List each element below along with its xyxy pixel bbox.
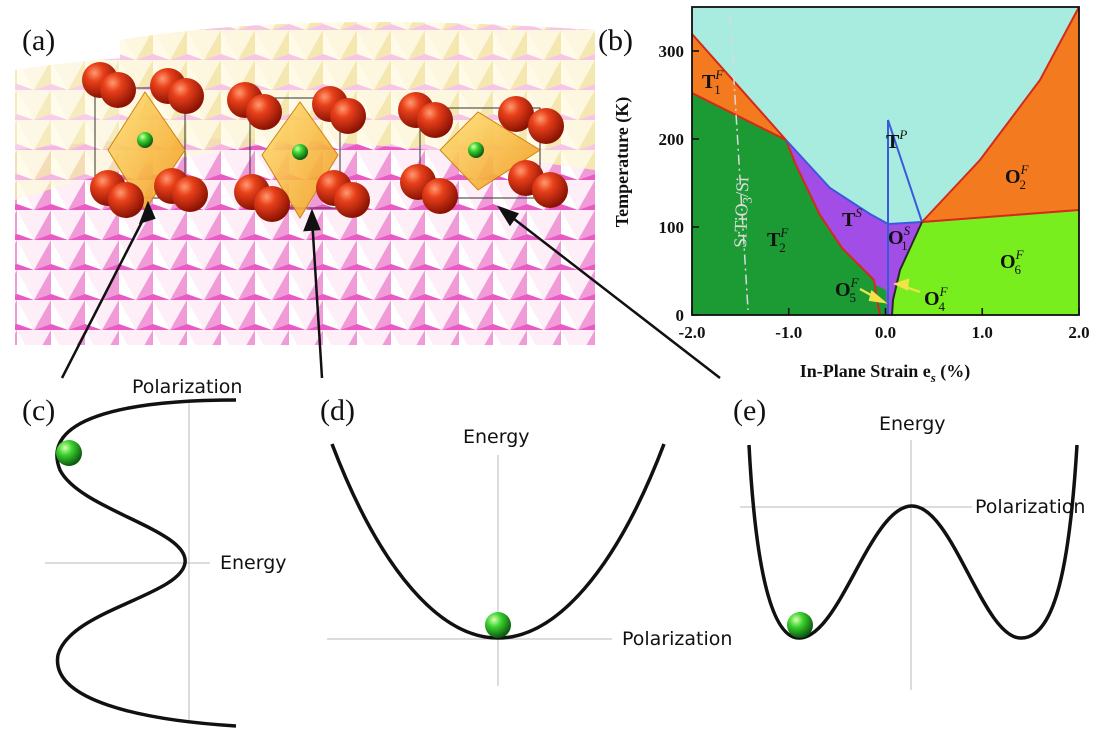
phase-label-O6F: OF 6 [1000,247,1025,277]
phase-label-O2F: OF 2 [1005,162,1030,192]
ti-atom [292,144,308,160]
oxygen-atom [246,94,282,130]
y-tick-label: 200 [659,130,685,149]
oxygen-atom [532,172,568,208]
phase-label-T2F: TF 2 [767,225,789,255]
octahedron [439,111,541,191]
phase-region-O6F [892,210,1079,315]
ball-c [56,440,82,466]
x-tick-label: 1.0 [972,323,993,342]
connector-arrows [60,200,721,379]
panel-d-label: (d) [320,394,355,427]
x-axis: -2.0 -1.0 0.0 1.0 2.0 [679,308,1090,342]
oxygen-atom [100,72,136,108]
phase-boundary [921,6,1080,223]
pointer-arrows [859,278,921,304]
oxygen-atom [330,98,366,134]
phase-region-TS [786,140,888,315]
perovskite-cell-1 [82,62,208,218]
ball-e [787,612,813,638]
phase-label-O5F: OF 5 [835,275,860,305]
phase-boundary [785,119,923,315]
y-tick-label: 300 [659,42,685,61]
arrow-head [303,208,321,232]
oxygen-atom [498,96,534,132]
label-polarization-c: Polarization [132,376,242,398]
oxygen-atom [422,178,458,214]
phase-region-O2F [922,7,1079,222]
y-tick-label: 100 [659,218,685,237]
oxygen-atom [528,108,564,144]
panel-c-potential: Polarization Energy [45,376,287,728]
substrate-line [729,14,749,311]
phase-region-O1S [888,222,922,315]
oxygen-atom [172,176,208,212]
arrow-head [138,200,156,224]
phase-label-TP: TP [886,127,907,153]
phase-label-TS: TS [842,205,862,231]
oxygen-atom [334,182,370,218]
panel-e-label: (e) [733,394,766,427]
phase-label-T1F: TF 1 [702,67,724,97]
substrate-label: SrTiO3/Si [730,177,755,249]
arrow-to-cell-2 [310,217,324,379]
y-axis: 0 100 200 300 [659,42,699,325]
y-tick-label: 0 [676,306,685,325]
x-tick-label: -2.0 [679,323,706,342]
phase-labels: TF 1 TP OF 2 TF 2 TS OS 1 OF 6 OF 5 OF 4 [702,67,1030,314]
label-polarization-e: Polarization [975,496,1085,518]
phase-region-T2F [692,93,880,315]
ti-atom [137,132,153,148]
panel-b-label: (b) [598,24,633,57]
arrow-to-cell-1 [60,209,150,379]
ti-atom [468,142,484,158]
panel-c-label: (c) [22,394,55,427]
oxygen-atom [108,182,144,218]
phase-label-O1S: OS 1 [888,223,911,253]
label-energy-c: Energy [220,552,287,574]
perovskite-cell-3 [398,92,568,214]
ball-d [485,612,511,638]
oxygen-atom [168,78,204,114]
phase-diagram: SrTiO3/Si TF 1 TP OF 2 TF 2 TS OS 1 OF 6 OF 5 OF 4 -2.0… [612,6,1090,385]
phase-label-O4F: OF 4 [924,284,949,314]
arrow-to-cell-3 [504,211,721,379]
perovskite-cell-2 [227,82,370,222]
x-tick-label: 0.0 [875,323,896,342]
potential-curve-e [747,444,1079,640]
y-axis-title: Temperature (K) [612,97,633,227]
arrow-head [868,290,888,304]
label-energy-d: Energy [463,426,530,448]
oxygen-atom [417,102,453,138]
x-axis-title: In-Plane Strain es (%) [800,361,971,385]
label-polarization-d: Polarization [622,628,732,650]
panel-e-potential: Energy Polarization [740,413,1085,690]
oxygen-atom [254,186,290,222]
arrow-head [892,278,910,291]
x-tick-label: 2.0 [1068,323,1089,342]
panel-d-potential: Energy Polarization [327,426,732,686]
label-energy-e: Energy [879,413,946,435]
x-tick-label: -1.0 [775,323,802,342]
potential-curve-c [55,398,237,728]
arrow-head [497,205,519,227]
panel-a-label: (a) [22,24,55,57]
